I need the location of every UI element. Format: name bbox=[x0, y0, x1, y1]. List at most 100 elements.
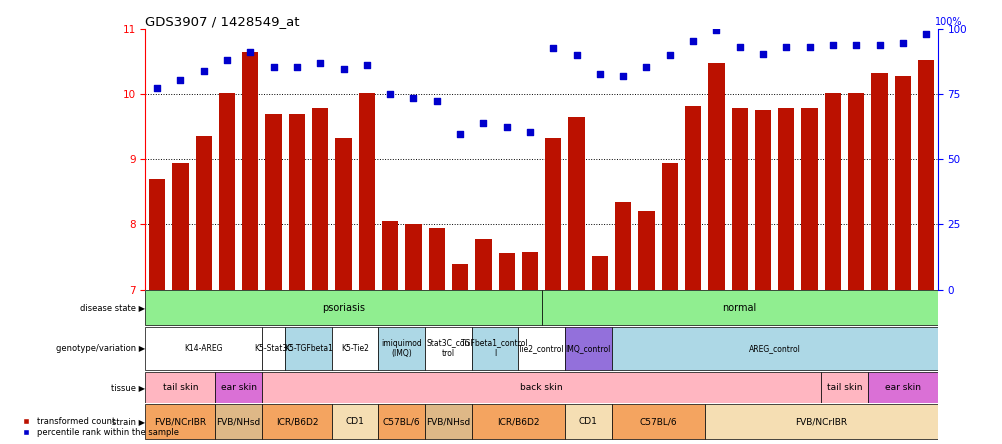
Text: ear skin: ear skin bbox=[220, 383, 257, 392]
Bar bbox=[778, 108, 794, 289]
Point bbox=[591, 71, 607, 78]
Text: FVB/NCrIBR: FVB/NCrIBR bbox=[795, 417, 847, 426]
Bar bbox=[262, 327, 285, 370]
Point bbox=[242, 48, 259, 55]
Bar bbox=[405, 224, 421, 289]
Bar bbox=[471, 327, 518, 370]
Point bbox=[778, 44, 794, 51]
Point bbox=[521, 128, 537, 135]
Bar bbox=[241, 52, 259, 289]
Point bbox=[475, 119, 491, 126]
Point bbox=[661, 52, 677, 59]
Bar bbox=[637, 211, 654, 289]
Point bbox=[755, 50, 771, 57]
Point bbox=[498, 123, 514, 130]
Bar bbox=[564, 327, 611, 370]
Bar bbox=[145, 327, 262, 370]
Text: Tie2_control: Tie2_control bbox=[518, 344, 564, 353]
Bar bbox=[195, 136, 211, 289]
Bar bbox=[145, 404, 215, 439]
Text: 100%: 100% bbox=[935, 17, 962, 28]
Text: K5-TGFbeta1: K5-TGFbeta1 bbox=[284, 344, 333, 353]
Text: ICR/B6D2: ICR/B6D2 bbox=[497, 417, 539, 426]
Bar bbox=[262, 372, 821, 403]
Point bbox=[452, 131, 468, 138]
Text: ICR/B6D2: ICR/B6D2 bbox=[276, 417, 318, 426]
Text: tail skin: tail skin bbox=[826, 383, 862, 392]
Point bbox=[266, 63, 282, 70]
Bar bbox=[518, 327, 564, 370]
Point bbox=[917, 31, 933, 38]
Bar bbox=[428, 228, 445, 289]
Point bbox=[894, 40, 910, 47]
Bar bbox=[312, 108, 328, 289]
Bar bbox=[498, 253, 514, 289]
Bar bbox=[821, 372, 867, 403]
Legend: transformed count, percentile rank within the sample: transformed count, percentile rank withi… bbox=[14, 414, 181, 440]
Point bbox=[871, 42, 887, 49]
Bar bbox=[475, 239, 491, 289]
Text: AREG_control: AREG_control bbox=[747, 344, 800, 353]
Text: K14-AREG: K14-AREG bbox=[184, 344, 222, 353]
Bar bbox=[614, 202, 630, 289]
Point bbox=[359, 62, 375, 69]
Text: C57BL/6: C57BL/6 bbox=[383, 417, 420, 426]
Bar bbox=[568, 117, 584, 289]
Point bbox=[638, 63, 654, 70]
Point bbox=[335, 66, 352, 73]
Text: CD1: CD1 bbox=[346, 417, 365, 426]
Bar bbox=[894, 76, 910, 289]
Bar bbox=[521, 252, 538, 289]
Text: back skin: back skin bbox=[520, 383, 562, 392]
Point bbox=[312, 59, 328, 66]
Bar bbox=[332, 404, 378, 439]
Point bbox=[218, 56, 234, 63]
Point bbox=[848, 42, 864, 49]
Bar bbox=[215, 372, 262, 403]
Bar bbox=[285, 327, 332, 370]
Bar bbox=[425, 327, 471, 370]
Text: GDS3907 / 1428549_at: GDS3907 / 1428549_at bbox=[145, 15, 300, 28]
Bar bbox=[661, 163, 677, 289]
Bar bbox=[335, 139, 352, 289]
Text: FVB/NHsd: FVB/NHsd bbox=[426, 417, 470, 426]
Bar bbox=[378, 404, 425, 439]
Text: tail skin: tail skin bbox=[162, 383, 198, 392]
Text: strain ▶: strain ▶ bbox=[112, 417, 145, 426]
Bar bbox=[218, 93, 234, 289]
Point bbox=[195, 67, 211, 75]
Bar bbox=[755, 111, 771, 289]
Point bbox=[614, 72, 630, 79]
Bar bbox=[266, 114, 282, 289]
Bar bbox=[684, 106, 700, 289]
Bar bbox=[917, 60, 934, 289]
Bar bbox=[262, 404, 332, 439]
Bar bbox=[332, 327, 378, 370]
Point bbox=[289, 63, 305, 70]
Bar bbox=[564, 404, 611, 439]
Bar bbox=[848, 93, 864, 289]
Text: C57BL/6: C57BL/6 bbox=[638, 417, 676, 426]
Point bbox=[149, 84, 165, 91]
Text: IMQ_control: IMQ_control bbox=[565, 344, 610, 353]
Bar bbox=[801, 108, 817, 289]
Point bbox=[382, 91, 398, 98]
Point bbox=[172, 76, 188, 83]
Bar bbox=[704, 404, 937, 439]
Bar bbox=[611, 327, 937, 370]
Bar bbox=[172, 163, 188, 289]
Point bbox=[801, 44, 817, 51]
Text: tissue ▶: tissue ▶ bbox=[111, 383, 145, 392]
Text: disease state ▶: disease state ▶ bbox=[80, 303, 145, 312]
Text: K5-Tie2: K5-Tie2 bbox=[341, 344, 369, 353]
Bar bbox=[591, 256, 607, 289]
Bar bbox=[452, 264, 468, 289]
Bar bbox=[471, 404, 564, 439]
Text: CD1: CD1 bbox=[578, 417, 597, 426]
Point bbox=[568, 52, 584, 59]
Point bbox=[545, 45, 561, 52]
Text: K5-Stat3C: K5-Stat3C bbox=[255, 344, 293, 353]
Text: TGFbeta1_control
l: TGFbeta1_control l bbox=[461, 339, 528, 358]
Bar bbox=[824, 93, 841, 289]
Bar bbox=[544, 138, 561, 289]
